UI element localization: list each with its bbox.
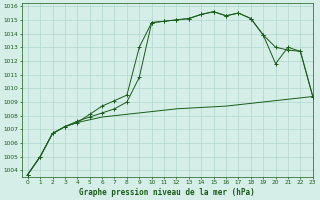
X-axis label: Graphe pression niveau de la mer (hPa): Graphe pression niveau de la mer (hPa) <box>79 188 255 197</box>
